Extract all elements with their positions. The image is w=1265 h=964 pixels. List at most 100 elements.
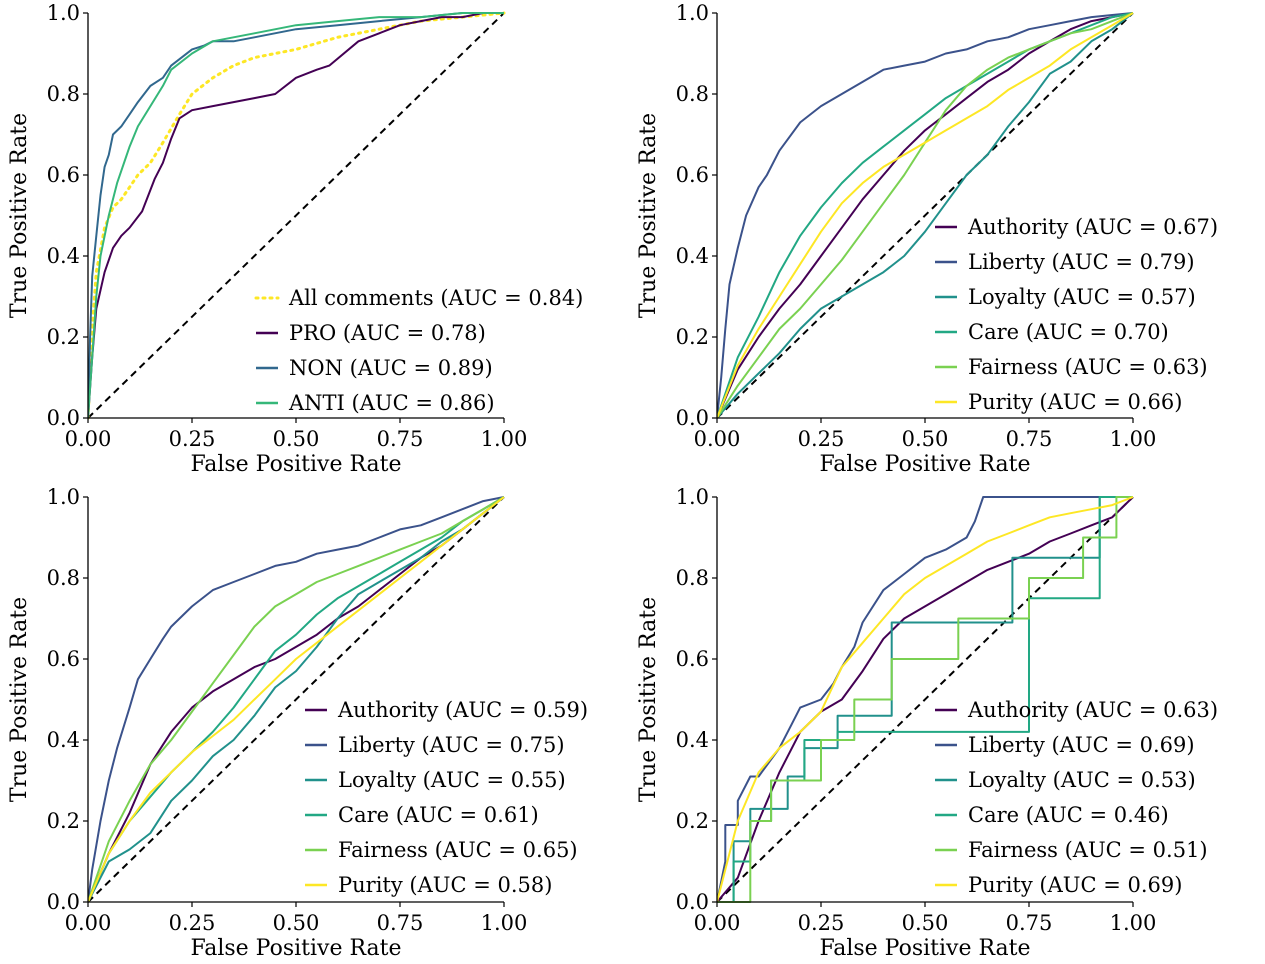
y-axis-label: True Positive Rate: [636, 113, 661, 318]
x-tick-label: 1.00: [1110, 427, 1157, 451]
x-tick-label: 0.25: [169, 427, 216, 451]
x-axis-label: False Positive Rate: [819, 936, 1030, 961]
x-tick-label: 1.00: [481, 427, 528, 451]
x-tick-label: 0.00: [694, 911, 741, 935]
y-tick-label: 0.2: [47, 809, 80, 833]
x-tick-label: 0.50: [273, 427, 320, 451]
x-axis-label: False Positive Rate: [190, 936, 401, 961]
chance-line: [88, 12, 505, 419]
x-tick-label: 0.00: [65, 911, 112, 935]
y-tick-label: 0.4: [676, 244, 709, 268]
legend-label: PRO (AUC = 0.78): [289, 321, 486, 345]
curves: [88, 496, 505, 903]
legend-label: Fairness (AUC = 0.65): [338, 838, 578, 862]
roc-curve-2: [717, 12, 1134, 419]
x-tick-label: 0.25: [798, 427, 845, 451]
legend-label: Authority (AUC = 0.63): [967, 698, 1218, 722]
legend-label: NON (AUC = 0.89): [289, 356, 493, 380]
x-tick-label: 0.00: [694, 427, 741, 451]
y-axis-label: True Positive Rate: [636, 597, 661, 802]
legend-label: ANTI (AUC = 0.86): [288, 391, 495, 415]
y-tick-label: 0.0: [47, 890, 80, 914]
legend-label: Care (AUC = 0.61): [338, 803, 539, 827]
roc-panel-3: 0.00 0.25 0.50 0.75 1.00 0.0 0.2 0.4 0.6 0.8 1.0 Fa…: [7, 485, 588, 961]
legend-label: Purity (AUC = 0.66): [968, 390, 1182, 414]
x-tick-label: 0.25: [169, 911, 216, 935]
legend-label: Liberty (AUC = 0.69): [968, 733, 1195, 757]
y-tick-label: 1.0: [676, 485, 709, 509]
legend: Authority (AUC = 0.67) Liberty (AUC = 0.7…: [935, 215, 1218, 414]
y-tick-label: 0.8: [47, 82, 80, 106]
y-tick-label: 0.4: [47, 244, 80, 268]
legend-label: Loyalty (AUC = 0.55): [338, 768, 566, 792]
x-axis-label: False Positive Rate: [819, 452, 1030, 477]
roc-curve-3: [717, 12, 1134, 419]
y-tick-label: 0.0: [676, 890, 709, 914]
x-tick-label: 0.00: [65, 427, 112, 451]
y-tick-label: 0.2: [47, 325, 80, 349]
chance-line: [717, 496, 1134, 903]
y-axis-label: True Positive Rate: [7, 597, 32, 802]
roc-curve-1: [717, 496, 1134, 903]
y-tick-label: 0.8: [676, 82, 709, 106]
roc-curve-6: [717, 12, 1134, 419]
roc-curve-2: [88, 12, 504, 419]
chance-line: [88, 496, 505, 903]
x-tick-label: 1.00: [481, 911, 528, 935]
legend: All comments (AUC = 0.84) PRO (AUC = 0.78…: [254, 286, 583, 415]
legend: Authority (AUC = 0.63) Liberty (AUC = 0.6…: [935, 698, 1218, 897]
y-tick-label: 0.8: [676, 566, 709, 590]
legend-label: Liberty (AUC = 0.75): [338, 733, 565, 757]
roc-curve-5: [717, 496, 1133, 903]
legend-label: Fairness (AUC = 0.63): [968, 355, 1208, 379]
x-tick-label: 0.75: [1006, 427, 1053, 451]
legend-label: Care (AUC = 0.46): [968, 803, 1169, 827]
y-tick-label: 0.2: [676, 325, 709, 349]
legend-label: Purity (AUC = 0.69): [968, 873, 1182, 897]
legend-label: Loyalty (AUC = 0.57): [968, 285, 1196, 309]
y-tick-label: 0.6: [47, 163, 80, 187]
roc-curve-6: [88, 496, 505, 903]
y-axis-label: True Positive Rate: [7, 113, 32, 318]
roc-curve-6: [717, 496, 1134, 903]
roc-curve-5: [88, 496, 505, 903]
x-tick-label: 0.50: [902, 911, 949, 935]
y-tick-label: 0.6: [676, 163, 709, 187]
roc-panel-4: 0.00 0.25 0.50 0.75 1.00 0.0 0.2 0.4 0.6 0.8 1.0 Fa…: [636, 485, 1218, 961]
y-tick-label: 1.0: [676, 1, 709, 25]
roc-curve-1: [88, 496, 505, 903]
legend-label: Care (AUC = 0.70): [968, 320, 1169, 344]
roc-curve-1: [717, 12, 1134, 419]
legend: Authority (AUC = 0.59) Liberty (AUC = 0.7…: [305, 698, 588, 897]
x-tick-label: 1.00: [1110, 911, 1157, 935]
curves: [717, 12, 1134, 419]
legend-label: Purity (AUC = 0.58): [338, 873, 552, 897]
x-tick-label: 0.75: [377, 911, 424, 935]
y-tick-label: 0.0: [47, 406, 80, 430]
roc-curve-4: [88, 12, 504, 419]
roc-curve-3: [88, 12, 504, 419]
legend-label: All comments (AUC = 0.84): [288, 286, 583, 310]
y-tick-label: 0.2: [676, 809, 709, 833]
legend-label: Loyalty (AUC = 0.53): [968, 768, 1196, 792]
x-tick-label: 0.75: [377, 427, 424, 451]
y-tick-label: 1.0: [47, 485, 80, 509]
roc-curve-4: [717, 496, 1133, 903]
legend-label: Authority (AUC = 0.67): [967, 215, 1218, 239]
y-tick-label: 0.6: [676, 647, 709, 671]
roc-curve-3: [88, 496, 505, 903]
y-tick-label: 1.0: [47, 1, 80, 25]
roc-panel-2: 0.00 0.25 0.50 0.75 1.00 0.0 0.2 0.4 0.6 0.8 1.0 Fa…: [636, 1, 1218, 477]
legend-label: Liberty (AUC = 0.79): [968, 250, 1195, 274]
x-tick-label: 0.50: [902, 427, 949, 451]
x-tick-label: 0.25: [798, 911, 845, 935]
x-tick-label: 0.50: [273, 911, 320, 935]
y-tick-label: 0.6: [47, 647, 80, 671]
curves: [717, 496, 1134, 903]
x-axis-label: False Positive Rate: [190, 452, 401, 477]
roc-curve-2: [88, 496, 505, 903]
x-tick-label: 0.75: [1006, 911, 1053, 935]
y-tick-label: 0.8: [47, 566, 80, 590]
roc-panel-1: 0.00 0.25 0.50 0.75 1.00 0.0 0.2 0.4 0.6 0.8 1.0 Fa…: [7, 1, 583, 477]
